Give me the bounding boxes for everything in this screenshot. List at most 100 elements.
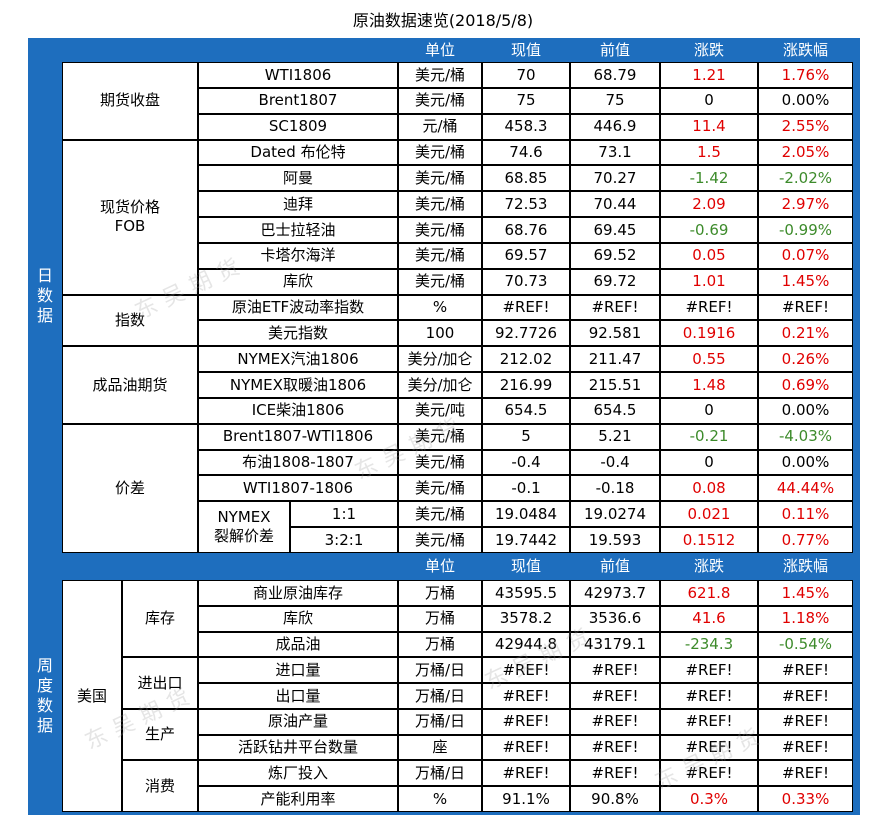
unit: 美元/桶 — [398, 191, 482, 218]
unit: 美元/桶 — [398, 87, 482, 114]
item: 布油1808-1807 — [198, 449, 398, 476]
change: 1.01 — [660, 268, 758, 295]
column-header: 单位 — [424, 557, 455, 576]
value: 92.581 — [570, 320, 660, 347]
value: 92.7726 — [482, 320, 570, 347]
unit: 美元/桶 — [398, 62, 482, 88]
unit: 美元/桶 — [398, 217, 482, 243]
item: WTI1807-1806 — [198, 475, 398, 502]
change: 0.00% — [758, 449, 853, 476]
item: Brent1807 — [198, 87, 398, 114]
value: #REF! — [570, 760, 660, 787]
value: 3536.6 — [570, 605, 660, 632]
column-header: 涨跌 — [693, 557, 724, 576]
change: -1.42 — [660, 165, 758, 192]
value: -0.4 — [570, 449, 660, 476]
item: NYMEX取暖油1806 — [198, 372, 398, 398]
item: WTI1806 — [198, 62, 398, 88]
change: #REF! — [758, 760, 853, 787]
value: -0.4 — [482, 449, 570, 476]
change: -4.03% — [758, 423, 853, 450]
value: #REF! — [570, 294, 660, 321]
value: 72.53 — [482, 191, 570, 218]
value: 215.51 — [570, 372, 660, 398]
change: -0.54% — [758, 631, 853, 658]
change: #REF! — [660, 760, 758, 787]
change: -234.3 — [660, 631, 758, 658]
change: 0.07% — [758, 242, 853, 269]
change: 1.45% — [758, 580, 853, 606]
unit: 美元/桶 — [398, 139, 482, 166]
value: 3578.2 — [482, 605, 570, 632]
item: 活跃钻井平台数量 — [198, 734, 398, 761]
value: 42973.7 — [570, 580, 660, 606]
change: 0.26% — [758, 346, 853, 373]
change: 0.05 — [660, 242, 758, 269]
change: #REF! — [758, 683, 853, 709]
unit: 美元/桶 — [398, 268, 482, 295]
subgroup-name: 库存 — [122, 580, 198, 658]
change: 0.69% — [758, 372, 853, 398]
section-label: 周 度 数 据 — [36, 656, 53, 735]
section-label: 日 数 据 — [36, 265, 53, 325]
value: 43179.1 — [570, 631, 660, 658]
value: 19.593 — [570, 527, 660, 553]
column-header: 单位 — [424, 40, 455, 59]
value: #REF! — [570, 683, 660, 709]
value: 91.1% — [482, 786, 570, 812]
change: 0.55 — [660, 346, 758, 373]
value: 68.76 — [482, 217, 570, 243]
unit: 元/桶 — [398, 113, 482, 140]
unit: 万桶/日 — [398, 683, 482, 709]
value: 69.57 — [482, 242, 570, 269]
change: 0.00% — [758, 87, 853, 114]
change: #REF! — [660, 708, 758, 735]
column-header: 涨跌 — [693, 40, 724, 59]
value: 68.79 — [570, 62, 660, 88]
column-header: 现值 — [510, 557, 541, 576]
change: 0.11% — [758, 501, 853, 528]
unit: 万桶 — [398, 631, 482, 658]
value: #REF! — [482, 708, 570, 735]
change: 11.4 — [660, 113, 758, 140]
item: 商业原油库存 — [198, 580, 398, 606]
change: -0.21 — [660, 423, 758, 450]
unit: 100 — [398, 320, 482, 347]
value: #REF! — [570, 708, 660, 735]
change: 1.45% — [758, 268, 853, 295]
unit: 美元/桶 — [398, 501, 482, 528]
item: 进口量 — [198, 657, 398, 684]
value: #REF! — [482, 760, 570, 787]
value: 74.6 — [482, 139, 570, 166]
value: 69.72 — [570, 268, 660, 295]
change: 1.48 — [660, 372, 758, 398]
subgroup-name: 进出口 — [122, 657, 198, 709]
change: 41.6 — [660, 605, 758, 632]
value: 75 — [482, 87, 570, 114]
change: -2.02% — [758, 165, 853, 192]
item: 炼厂投入 — [198, 760, 398, 787]
value: 70.73 — [482, 268, 570, 295]
group-name: 期货收盘 — [62, 62, 198, 140]
value: 19.0484 — [482, 501, 570, 528]
group-name: 现货价格 FOB — [62, 139, 198, 295]
item: NYMEX汽油1806 — [198, 346, 398, 373]
change: #REF! — [758, 294, 853, 321]
change: #REF! — [758, 734, 853, 761]
unit: 万桶 — [398, 605, 482, 632]
value: 212.02 — [482, 346, 570, 373]
value: 5.21 — [570, 423, 660, 450]
change: 1.21 — [660, 62, 758, 88]
value: -0.1 — [482, 475, 570, 502]
value: #REF! — [570, 657, 660, 684]
value: 70.27 — [570, 165, 660, 192]
item: 成品油 — [198, 631, 398, 658]
group-name: 价差 — [62, 423, 198, 553]
column-header: 涨跌幅 — [782, 557, 828, 576]
change: 0.21% — [758, 320, 853, 347]
unit: 万桶/日 — [398, 708, 482, 735]
change: 0.021 — [660, 501, 758, 528]
change: 1.18% — [758, 605, 853, 632]
value: 70 — [482, 62, 570, 88]
column-header: 涨跌幅 — [782, 40, 828, 59]
